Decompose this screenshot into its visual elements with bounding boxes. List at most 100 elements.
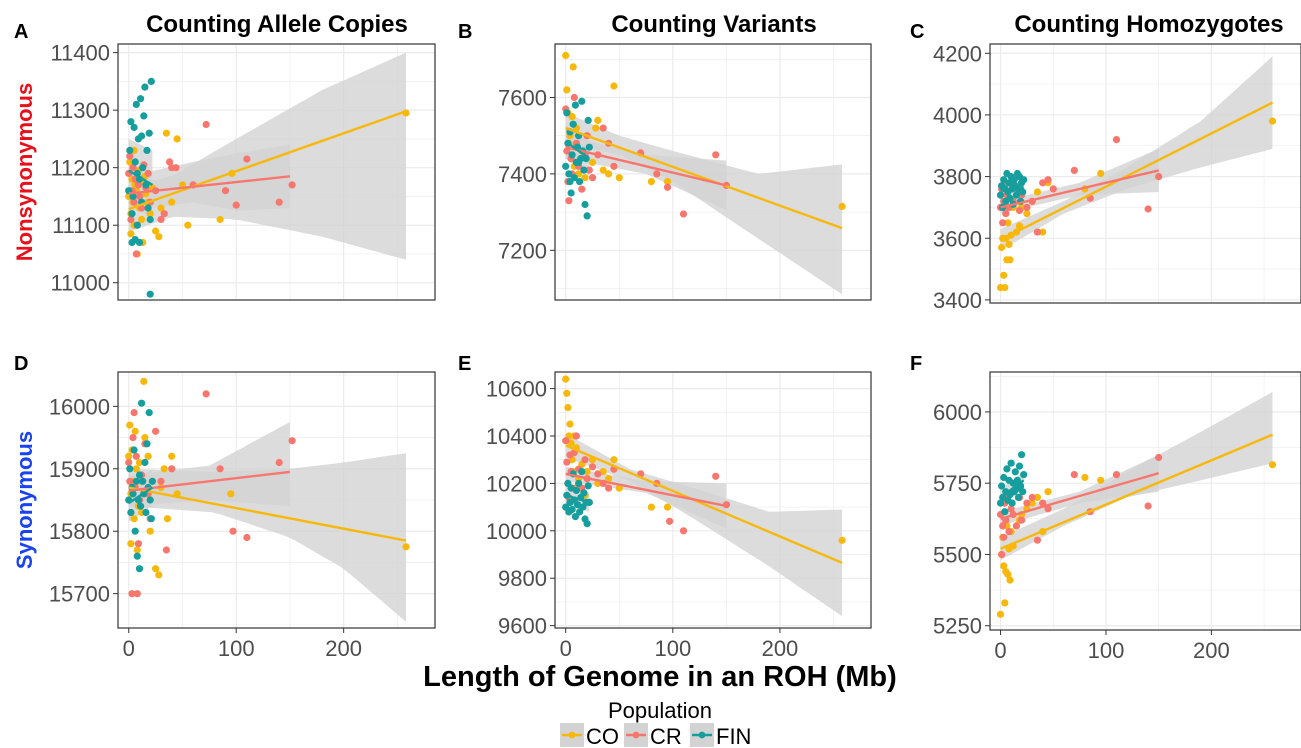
data-point-fin [996,191,1005,199]
data-point-co [998,243,1006,252]
data-point-co [162,129,170,137]
fit-line-cr [1000,472,1160,520]
data-point-co [141,434,149,442]
data-point-co [605,170,613,178]
data-point-cr [1044,505,1052,513]
data-point-cr [581,456,589,464]
data-point-fin [133,221,141,229]
data-point-co [168,452,176,460]
data-point-cr [578,185,586,193]
data-point-fin [146,215,154,224]
panel-frame [989,43,1301,304]
data-point-fin [131,527,139,535]
data-point-co [168,198,176,206]
data-point-cr [202,120,210,129]
x-axis-title: Length of Genome in an ROH (Mb) [423,661,897,693]
data-point-fin [148,477,156,485]
data-point-fin [140,112,148,120]
data-point-co [155,571,163,579]
data-point-cr [1000,533,1008,541]
data-point-co [605,475,613,483]
data-point-cr [128,590,136,598]
data-point-cr [1012,522,1021,530]
data-point-co [126,421,134,429]
data-point-cr [563,147,571,155]
data-point-cr [1023,499,1031,507]
y-tick-label: 15800 [49,519,110,544]
data-point-fin [585,143,593,151]
fit-line-cr [1000,169,1159,209]
y-tick-label: 4000 [933,103,982,128]
data-point-co [610,82,618,90]
data-point-fin [571,101,580,109]
data-point-cr [1144,502,1152,510]
data-point-cr [129,164,137,172]
data-point-cr [129,434,137,442]
data-point-co [140,377,148,385]
data-point-cr [1039,179,1047,187]
data-point-cr [132,250,140,258]
data-point-fin [127,508,135,517]
data-point-co [1033,493,1041,501]
data-point-fin [1012,191,1021,199]
plot-area [125,52,410,298]
data-point-cr [1049,185,1057,193]
fit-line-cr [565,145,727,187]
data-point-cr [288,437,296,445]
data-point-cr [1044,176,1052,184]
data-point-co [135,458,144,467]
y-tick-label: 6000 [933,400,982,425]
fit-line-fin [128,486,154,505]
fit-line-co [128,110,407,211]
column-title-homozygotes: Counting Homozygotes [1014,11,1283,38]
data-point-co [838,536,846,544]
data-point-co [1268,117,1277,125]
data-point-cr [1155,173,1163,181]
panel-d-chart: 15700 15800 15900 16000 0 100 200 D [14,353,436,661]
panel-frame [554,43,872,301]
data-point-co [562,375,570,383]
data-point-co [1006,256,1014,264]
panel-a-chart: 11000 11100 11200 11300 11400 A [14,21,436,301]
y-tick-label: 5750 [933,471,982,496]
data-point-co [566,420,574,428]
data-point-co [1097,169,1105,178]
x-tick-label: 0 [123,636,135,661]
y-tick-label: 3600 [933,226,982,251]
data-point-cr [1002,210,1010,218]
x-tick-label: 200 [325,636,362,661]
panel-letter: B [458,21,472,43]
panel-frame [989,371,1301,631]
y-tick-label: 11100 [52,213,110,238]
y-tick-label: 16000 [49,394,110,419]
data-point-co [144,452,152,460]
data-point-fin [147,515,155,523]
data-point-cr [243,533,251,542]
plot-area [996,392,1277,618]
data-point-cr [565,197,573,205]
data-point-co [592,124,600,132]
y-tick-label: 15900 [49,457,110,482]
data-point-fin [563,109,571,117]
x-tick-label: 0 [994,638,1006,663]
data-point-cr [712,151,720,159]
data-point-co [599,468,607,476]
data-point-cr [127,215,135,224]
data-point-co [563,389,571,397]
data-point-fin [147,77,155,85]
data-point-co [1001,284,1009,292]
column-title-variants: Counting Variants [611,11,816,38]
x-tick-label: 100 [1088,638,1125,663]
legend-title: Population [608,698,712,723]
data-point-cr [221,187,230,195]
data-point-co [583,468,591,476]
data-point-fin [568,505,576,514]
data-point-fin [1011,468,1019,476]
y-tick-label: 9600 [498,614,547,639]
y-tick-label: 9800 [498,566,547,591]
data-point-co [1004,570,1012,579]
data-point-co [1028,499,1036,507]
data-point-co [663,503,672,511]
data-point-co [1001,599,1009,607]
data-point-co [157,204,165,212]
